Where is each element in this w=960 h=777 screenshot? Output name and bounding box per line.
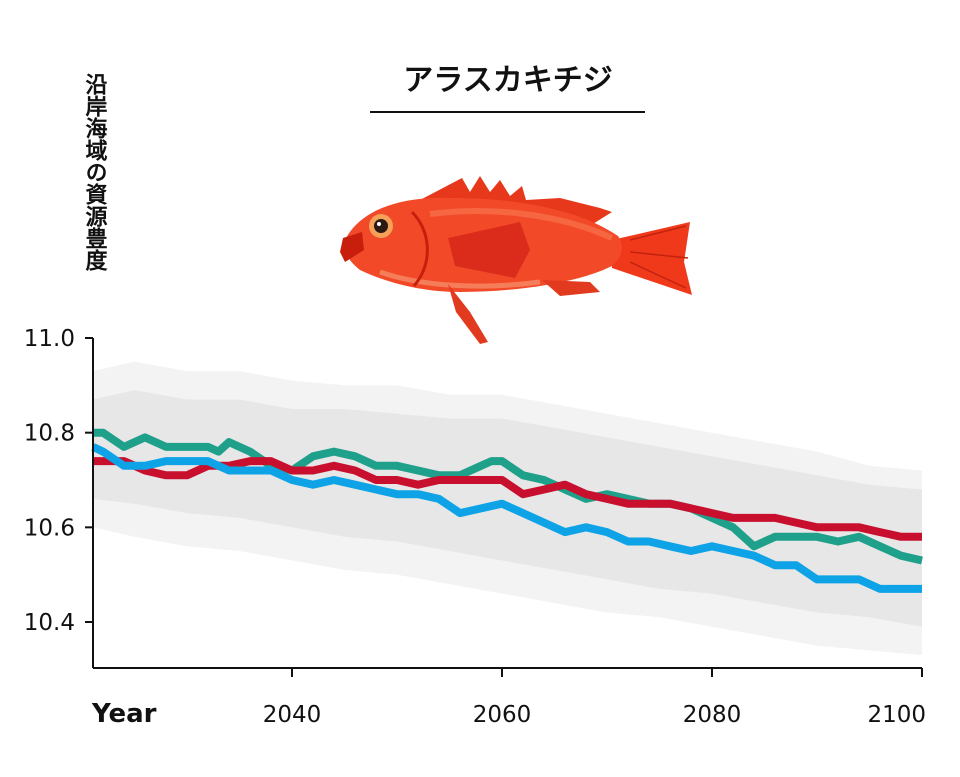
series-lines (91, 428, 923, 593)
fish-illustration (340, 176, 692, 344)
y-ticks: 10.4 10.6 10.8 11.0 (24, 326, 93, 636)
x-axis-label: Year (91, 699, 157, 729)
y-tick-label: 11.0 (24, 326, 75, 352)
y-tick-label: 10.4 (24, 610, 75, 636)
fish-pectoral-fin (448, 222, 530, 278)
y-tick-label: 10.8 (24, 421, 75, 447)
fish-tail (612, 222, 692, 295)
y-axis-label: 沿岸海域の資源豊度 (82, 73, 108, 272)
series-line-1 (93, 428, 923, 565)
fish-mouth (340, 232, 364, 262)
x-tick-label: 2060 (473, 702, 532, 728)
x-ticks: 2040 2060 2080 2100 (263, 668, 926, 728)
x-tick-label: 2100 (867, 702, 926, 728)
fish-pelvic-fin (448, 284, 488, 344)
x-tick-label: 2040 (263, 702, 322, 728)
x-tick-label: 2080 (683, 702, 742, 728)
series-line-3 (91, 443, 922, 593)
y-tick-label: 10.6 (24, 515, 75, 541)
chart-title: アラスカキチジ (403, 63, 612, 98)
